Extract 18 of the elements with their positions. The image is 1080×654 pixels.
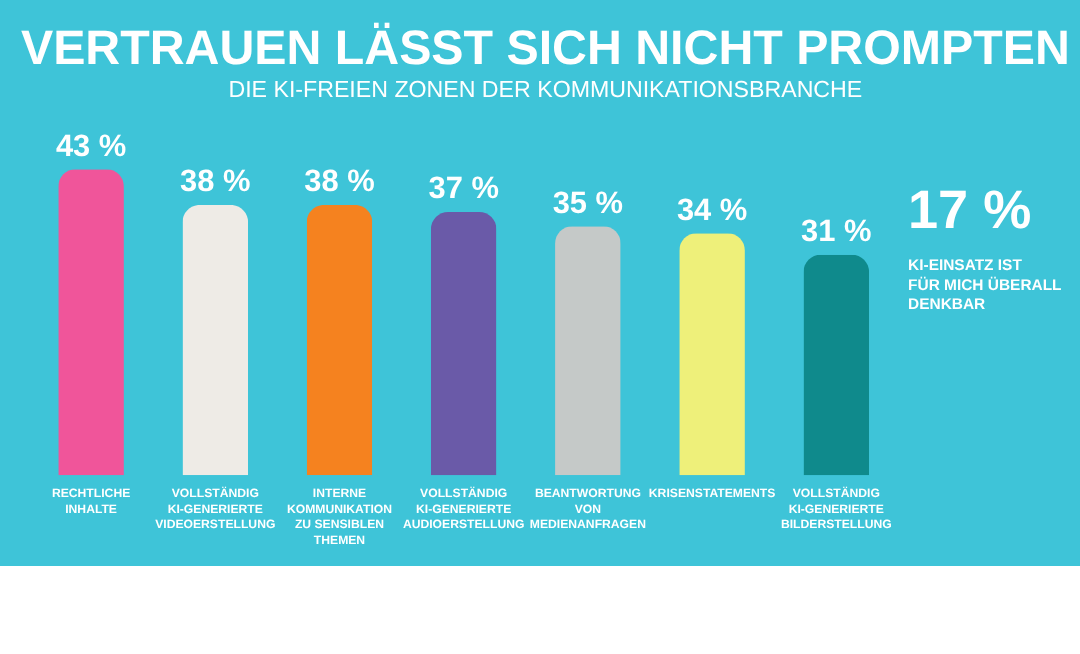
data-label: 38 % [180, 165, 252, 200]
bar [430, 212, 497, 476]
data-label: 35 % [552, 186, 624, 221]
data-label: 37 % [428, 172, 500, 207]
bar [679, 233, 745, 476]
data-label: 43 % [55, 129, 127, 164]
text: 17 % [908, 179, 1032, 240]
bar [58, 169, 124, 476]
bar [182, 204, 249, 476]
bar [555, 226, 621, 476]
data-label: 34 % [676, 193, 748, 228]
chart-subtitle: DIE KI-FREIEN ZONEN DER KOMMUNIKATIONSBRANCHE [228, 78, 863, 103]
bar [803, 254, 870, 476]
data-label: 38 % [304, 165, 376, 200]
text: KI-EINSATZ IST FÜR MICH ÜBERALL DENKBAR [908, 256, 1063, 314]
data-label: 31 % [801, 215, 873, 250]
bar [306, 204, 373, 476]
chart-title: VERTRAUEN LÄSST SICH NICHT PROMPTEN [20, 21, 1070, 76]
